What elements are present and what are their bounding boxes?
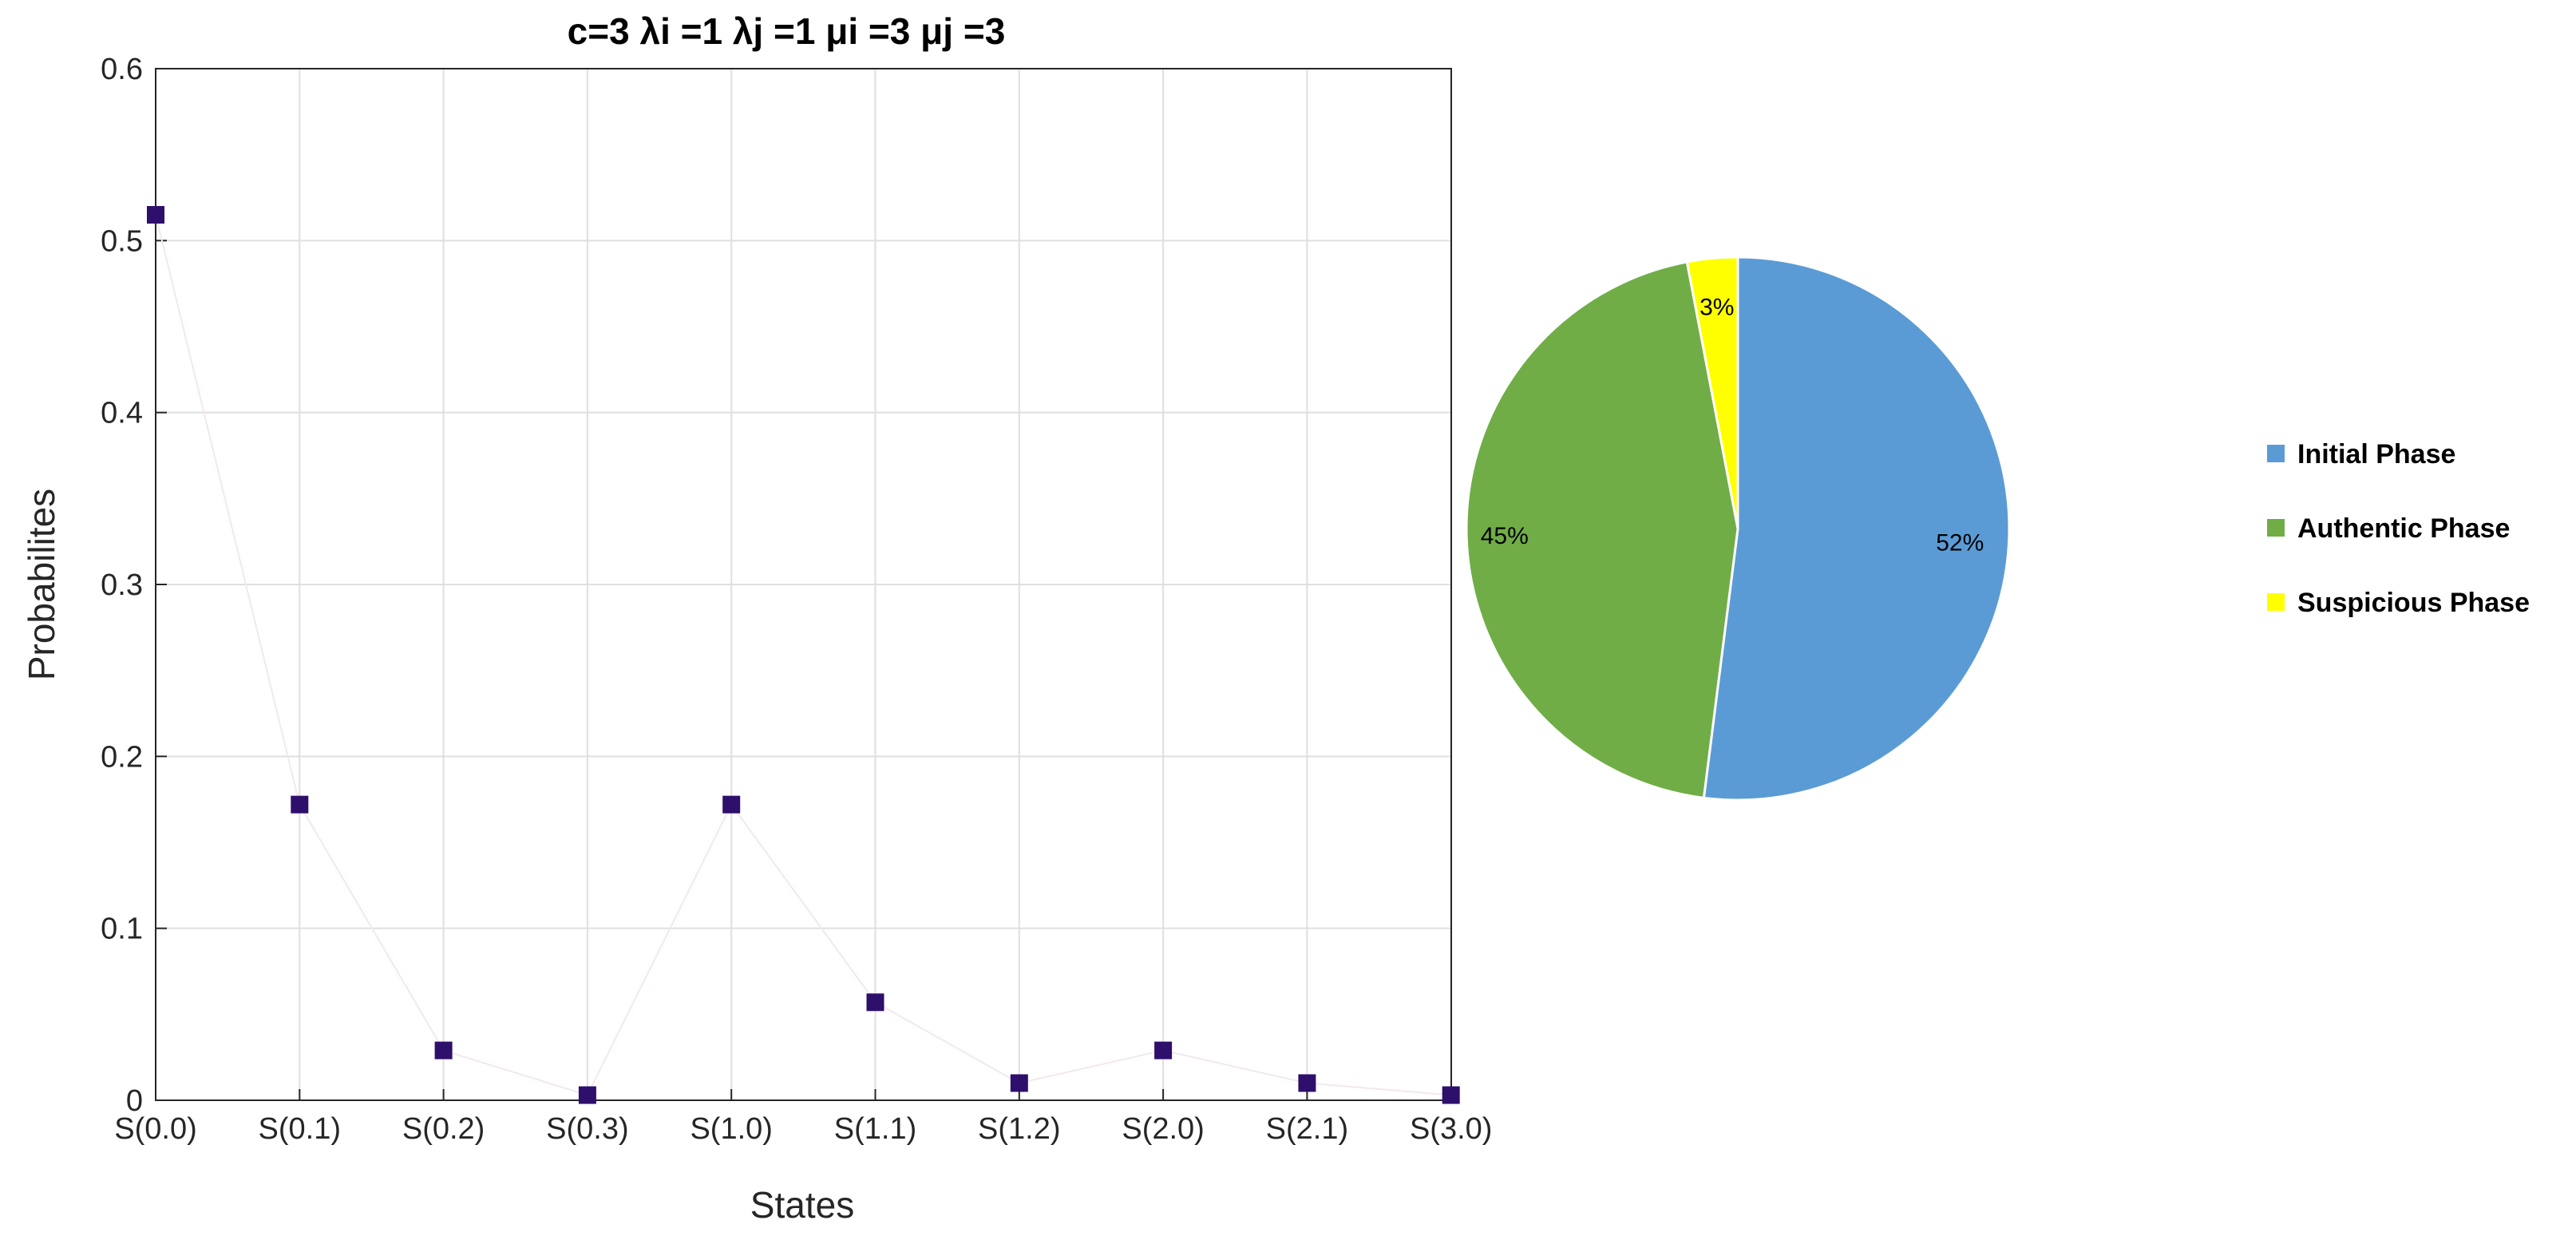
x-tick-label: S(2.0) [1122, 1112, 1204, 1146]
data-point [1442, 1086, 1460, 1104]
pie-slice-label: 52% [1936, 530, 1984, 557]
scatter-chart: c=3 λi =1 λj =1 μi =3 μj =3 0 0.1 0.2 0.3 0.… [21, 10, 1492, 1226]
x-tick-label: S(1.1) [834, 1112, 916, 1146]
x-tick-label: S(0.0) [114, 1112, 196, 1146]
chart-title: c=3 λi =1 λj =1 μi =3 μj =3 [568, 10, 1006, 52]
data-point [578, 1086, 596, 1104]
data-point [1298, 1074, 1316, 1092]
pie-slice-label: 45% [1481, 523, 1529, 549]
y-tick-labels: 0 0.1 0.2 0.3 0.4 0.5 0.6 [101, 53, 143, 1118]
pie-legend: Initial Phase Authentic Phase Suspicious P… [2267, 439, 2530, 618]
legend-label: Initial Phase [2297, 439, 2455, 469]
x-axis-label: States [750, 1184, 854, 1226]
pie-chart: 52% 45% 3% Initial Phase Authentic Phase Sus… [1465, 256, 2530, 802]
pie-slice [1702, 256, 2011, 802]
legend-swatch [2267, 445, 2285, 462]
pie-slices [1465, 256, 2011, 802]
x-tick-label: S(0.3) [546, 1112, 628, 1146]
grid [155, 68, 1452, 1101]
y-tick-label: 0.5 [101, 224, 143, 258]
legend-label: Suspicious Phase [2297, 588, 2530, 618]
y-tick-label: 0.6 [101, 53, 143, 86]
x-tick-label: S(3.0) [1410, 1112, 1492, 1146]
legend-swatch [2267, 519, 2285, 537]
plot-frame [155, 68, 1452, 1101]
data-point [1010, 1074, 1028, 1092]
y-tick-label: 0.3 [101, 568, 143, 602]
x-tick-label: S(1.0) [690, 1112, 772, 1146]
data-markers [147, 206, 1460, 1104]
x-tick-label: S(1.2) [978, 1112, 1060, 1146]
data-point [866, 993, 884, 1012]
pie-slice [1465, 260, 1739, 799]
y-tick-label: 0.2 [101, 740, 143, 774]
y-axis-label: Probabilites [21, 489, 62, 680]
x-tick-label: S(2.1) [1266, 1112, 1348, 1146]
y-tick-label: 0 [126, 1084, 143, 1118]
y-tick-label: 0.4 [101, 397, 143, 430]
legend-label: Authentic Phase [2297, 513, 2510, 544]
y-tick-label: 0.1 [101, 913, 143, 946]
data-point [722, 795, 741, 814]
legend-swatch [2267, 593, 2285, 611]
pie-slice [1685, 256, 1739, 529]
pie-slice-label: 3% [1700, 294, 1734, 320]
data-point [1154, 1041, 1173, 1060]
pie-slice-labels: 52% 45% 3% [1481, 294, 1984, 556]
x-tick-labels: S(0.0) S(0.1) S(0.2) S(0.3) S(1.0) S(1.1) S(1.… [114, 1112, 1492, 1146]
x-tick-label: S(0.1) [259, 1112, 341, 1146]
x-tick-label: S(0.2) [402, 1112, 485, 1146]
data-point [434, 1041, 453, 1060]
series-line [155, 214, 1451, 1096]
data-point [291, 795, 309, 814]
data-point [147, 206, 164, 224]
